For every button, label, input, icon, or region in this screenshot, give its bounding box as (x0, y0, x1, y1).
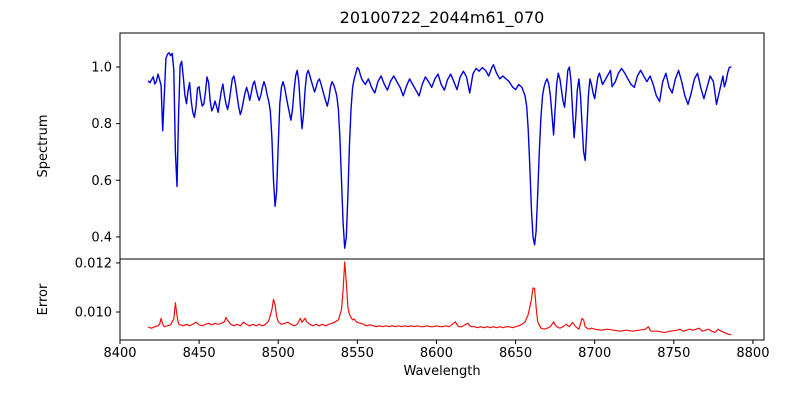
y-tick-label: 1.0 (91, 60, 112, 75)
x-tick-label: 8750 (657, 346, 690, 361)
x-tick-label: 8600 (420, 346, 453, 361)
error-ylabel: Error (36, 283, 51, 315)
y-tick-label: 0.6 (91, 174, 112, 189)
x-tick-label: 8500 (262, 346, 295, 361)
spectrum-ylabel: Spectrum (36, 115, 51, 178)
y-tick-label: 0.8 (91, 117, 112, 132)
x-axis-label: Wavelength (403, 364, 480, 379)
y-tick-label: 0.012 (75, 256, 112, 271)
error-line (147, 261, 732, 336)
x-tick-label: 8700 (578, 346, 611, 361)
error-line-group (147, 261, 732, 336)
y-tick-label: 0.4 (91, 230, 112, 245)
chart-title: 20100722_2044m61_070 (340, 8, 545, 28)
x-tick-label: 8650 (499, 346, 532, 361)
x-tick-label: 8800 (736, 346, 769, 361)
x-tick-label: 8400 (103, 346, 136, 361)
y-tick-label: 0.010 (75, 306, 112, 321)
spectrum-axes-frame (119, 32, 765, 260)
x-tick-label: 8450 (183, 346, 216, 361)
spectrum-line-group (147, 52, 732, 249)
spectrum-line (147, 52, 732, 249)
error-axes-frame (119, 258, 765, 341)
x-tick-label: 8550 (341, 346, 374, 361)
